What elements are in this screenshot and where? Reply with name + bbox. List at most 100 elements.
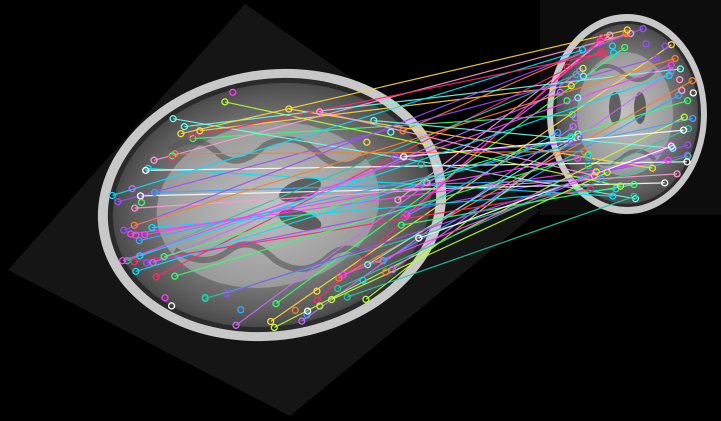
keypoint-x39 [374, 255, 383, 264]
keypoint-l29 [114, 198, 122, 206]
keypoint-r29 [652, 54, 660, 62]
keypoint-r31 [630, 180, 638, 189]
keypoint-x18 [676, 76, 684, 84]
keypoint-l23 [142, 166, 150, 175]
match-line-4 [199, 85, 572, 132]
keypoint-r36 [616, 182, 625, 190]
match-line-52 [347, 195, 635, 298]
match-line-31 [401, 183, 635, 226]
keypoint-x22 [417, 160, 425, 169]
keypoint-r35 [586, 185, 595, 193]
keypoint-l38 [334, 284, 342, 293]
keypoint-r51 [679, 126, 688, 134]
keypoint-x35 [168, 154, 176, 163]
keypoint-l54 [316, 108, 324, 116]
keypoint-l31 [397, 221, 405, 229]
keypoint-x25 [291, 306, 299, 314]
keypoint-x16 [584, 153, 593, 162]
keypoint-r50 [603, 168, 611, 177]
match-line-55 [373, 120, 673, 149]
keypoint-r11 [569, 123, 577, 131]
keypoint-r34 [689, 114, 697, 123]
keypoint-x38 [610, 49, 618, 57]
match-line-37 [418, 145, 672, 239]
match-line-54 [319, 111, 595, 177]
keypoint-l15 [391, 153, 399, 161]
keypoint-r14 [596, 37, 604, 45]
keypoint-l41 [180, 123, 188, 131]
match-line-5 [338, 80, 693, 279]
keypoint-l37 [415, 234, 423, 242]
match-line-17 [275, 47, 626, 305]
keypoint-x17 [167, 302, 176, 310]
keypoint-r58 [665, 71, 673, 80]
keypoint-markers [108, 25, 697, 332]
keypoint-r52 [630, 192, 638, 201]
keypoint-l46 [177, 130, 185, 138]
keypoint-l58 [136, 252, 144, 260]
keypoint-l24 [123, 257, 131, 265]
match-line-24 [126, 73, 577, 262]
keypoint-x0 [229, 88, 237, 96]
keypoint-x15 [563, 97, 571, 105]
keypoint-l57 [222, 289, 231, 298]
keypoint-r57 [684, 141, 692, 149]
keypoint-r43 [639, 25, 647, 33]
keypoint-x30 [237, 306, 245, 314]
keypoint-x33 [661, 42, 669, 50]
keypoint-x14 [161, 294, 169, 302]
keypoint-r17 [621, 43, 629, 52]
keypoint-l18 [267, 317, 275, 326]
keypoint-l13 [364, 261, 372, 269]
keypoint-r16 [567, 133, 575, 141]
keypoint-r47 [671, 54, 679, 63]
keypoint-x7 [563, 63, 571, 71]
keypoint-r13 [574, 130, 582, 138]
keypoint-r22 [680, 113, 688, 121]
match-line-42 [122, 64, 672, 262]
keypoint-r4 [567, 82, 575, 90]
keypoint-r44 [578, 46, 587, 54]
keypoint-r42 [667, 61, 675, 69]
match-line-41 [184, 68, 681, 128]
keypoint-r59 [584, 151, 592, 159]
match-line-16 [135, 136, 571, 272]
match-line-46 [180, 29, 628, 135]
keypoint-x10 [608, 42, 617, 50]
keypoint-l12 [150, 156, 158, 164]
keypoint-x8 [201, 293, 209, 302]
match-line-22 [274, 116, 685, 329]
keypoint-r40 [673, 170, 681, 178]
match-line-27 [172, 118, 636, 200]
keypoint-l49 [187, 132, 196, 140]
match-line-53 [235, 70, 581, 326]
keypoint-r19 [622, 30, 630, 38]
keypoint-l7 [152, 273, 160, 281]
match-line-38 [337, 128, 689, 290]
match-line-45 [163, 100, 688, 258]
keypoint-x36 [584, 161, 593, 170]
keypoint-x5 [642, 40, 650, 48]
keypoint-r45 [683, 97, 692, 105]
keypoint-l47 [130, 221, 138, 229]
keypoint-l4 [196, 127, 204, 135]
right-brain-scan [547, 14, 707, 214]
keypoint-l32 [285, 105, 293, 113]
keypoint-l30 [148, 223, 156, 232]
keypoint-x31 [689, 89, 697, 97]
keypoint-r26 [606, 31, 614, 39]
keypoint-l22 [270, 323, 278, 332]
keypoint-l17 [272, 300, 280, 308]
keypoint-r39 [556, 88, 564, 96]
keypoint-l42 [118, 257, 127, 265]
keypoint-l35 [130, 258, 138, 266]
keypoint-x19 [575, 133, 583, 142]
match-line-49 [191, 52, 604, 137]
keypoint-l40 [131, 204, 139, 212]
keypoint-l50 [327, 295, 336, 304]
keypoint-r54 [590, 171, 598, 180]
keypoint-x23 [574, 94, 582, 102]
keypoint-l52 [343, 293, 351, 301]
keypoint-x3 [303, 307, 312, 315]
